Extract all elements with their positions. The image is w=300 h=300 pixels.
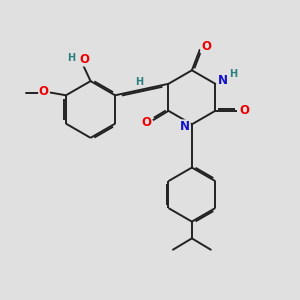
- Text: N: N: [218, 74, 228, 87]
- Text: O: O: [79, 53, 89, 66]
- Text: O: O: [201, 40, 211, 53]
- Text: H: H: [229, 69, 237, 79]
- Text: H: H: [135, 77, 143, 87]
- Text: H: H: [67, 52, 75, 63]
- Text: O: O: [141, 116, 151, 130]
- Text: N: N: [180, 120, 190, 133]
- Text: O: O: [239, 104, 249, 117]
- Text: O: O: [39, 85, 49, 98]
